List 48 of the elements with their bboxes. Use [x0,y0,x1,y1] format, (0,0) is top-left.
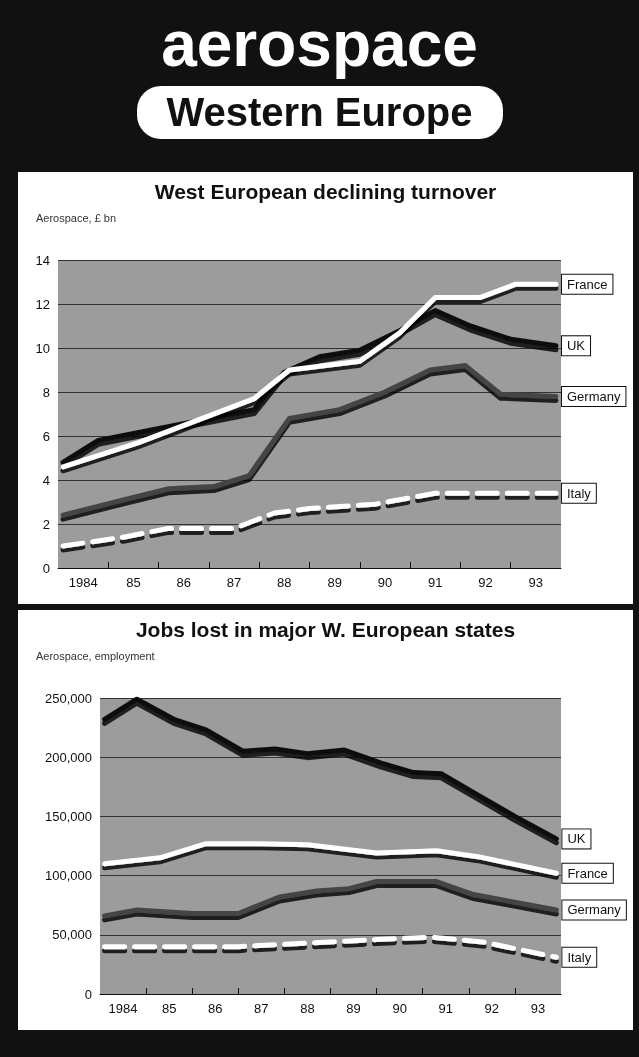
x-tick-label: 92 [484,1001,500,1016]
x-tick-label: 86 [208,1001,223,1016]
chart-title: Jobs lost in major W. European states [135,618,516,641]
text: Western Europe [136,86,503,139]
y-tick-label: 150,000 [45,808,92,824]
y-tick-label: 100,000 [45,868,92,884]
series-label: UK [567,831,586,847]
x-tick-label: 90 [377,575,393,590]
y-tick-label: 50,000 [52,927,92,943]
y-tick-label: 14 [35,252,50,268]
y-tick-label: 0 [84,986,92,1002]
y-axis-title: Aerospace, employment [36,649,155,662]
y-tick-label: 2 [42,516,50,532]
y-axis-title: Aerospace, £ bn [36,211,117,224]
x-tick-label: 85 [161,1001,177,1016]
y-tick-label: 4 [42,472,50,488]
x-tick-label: 90 [392,1001,407,1016]
chart-title: West European declining turnover [154,180,497,203]
x-tick-label: 1984 [68,575,98,590]
y-tick-label: 10 [35,340,50,356]
text: aerospace [160,8,479,80]
series-label: Italy [566,485,592,501]
x-tick-label: 92 [478,575,493,590]
y-tick-label: 12 [35,296,50,312]
x-tick-label: 87 [254,1001,269,1016]
series-label: Germany [567,902,622,918]
x-tick-label: 89 [346,1001,361,1016]
y-tick-label: 200,000 [45,749,92,765]
series-label: Italy [567,949,592,965]
series-label: France [566,276,608,292]
x-tick-label: 85 [126,575,141,590]
x-tick-label: 88 [300,1001,315,1016]
x-tick-label: 89 [327,575,342,590]
y-tick-label: 0 [42,560,50,576]
y-tick-label: 6 [42,428,50,444]
y-tick-label: 250,000 [45,690,92,706]
x-tick-label: 91 [438,1001,453,1016]
x-tick-label: 93 [530,1001,546,1016]
x-tick-label: 1984 [108,1001,138,1016]
x-tick-label: 91 [428,575,443,590]
y-tick-label: 8 [42,384,50,400]
series-label: France [567,865,608,881]
x-tick-label: 86 [176,575,191,590]
x-tick-label: 87 [226,575,242,590]
series-label: UK [566,338,586,354]
x-tick-label: 88 [277,575,292,590]
x-tick-label: 93 [528,575,544,590]
series-label: Germany [566,388,621,404]
